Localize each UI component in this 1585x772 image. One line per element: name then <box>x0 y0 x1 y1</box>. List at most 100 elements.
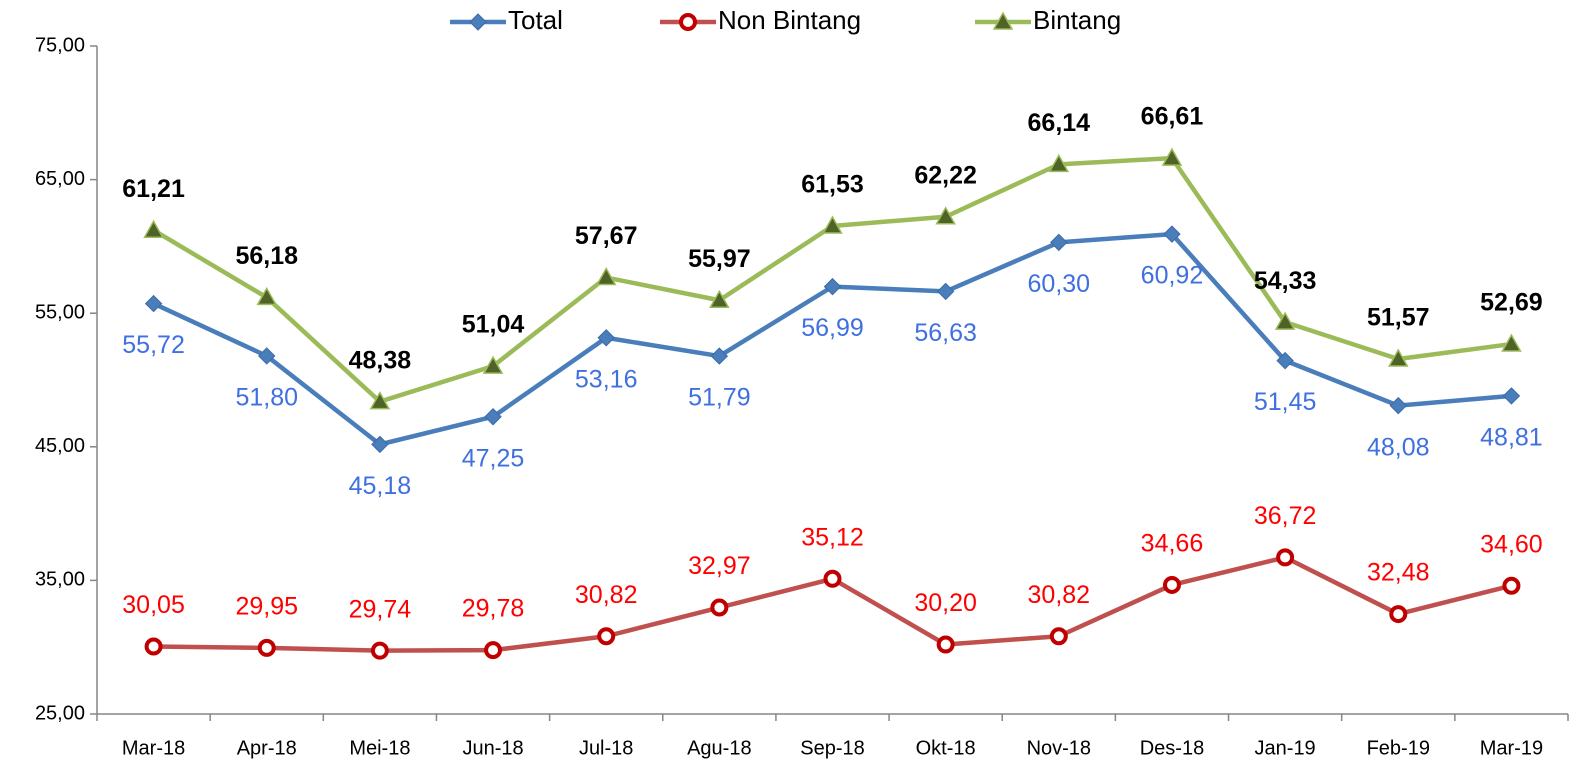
point <box>822 215 843 234</box>
data-label: 55,97 <box>688 245 751 273</box>
x-tick-label: Jul-18 <box>579 737 633 759</box>
legend-marker <box>469 13 487 31</box>
data-label: 48,38 <box>349 346 412 374</box>
data-label: 51,79 <box>688 384 751 412</box>
data-label: 48,08 <box>1367 433 1430 461</box>
point <box>371 435 389 454</box>
y-tick-label: 45,00 <box>35 435 85 457</box>
data-label: 51,04 <box>462 311 525 339</box>
data-label: 53,16 <box>575 365 638 393</box>
data-label: 51,80 <box>235 384 298 412</box>
point <box>143 219 164 238</box>
data-label: 62,22 <box>914 161 977 189</box>
data-label: 45,18 <box>349 472 412 500</box>
point <box>936 282 955 301</box>
data-label: 66,14 <box>1028 109 1091 137</box>
data-label: 56,99 <box>801 314 864 342</box>
data-label: 36,72 <box>1254 502 1317 530</box>
point <box>1274 311 1296 330</box>
data-label: 66,61 <box>1141 103 1204 131</box>
point <box>597 329 615 347</box>
x-tick-label: Jan-19 <box>1255 737 1316 759</box>
data-label: 54,33 <box>1254 267 1317 295</box>
point <box>1162 575 1181 594</box>
point <box>1048 153 1070 173</box>
point <box>256 286 278 306</box>
point <box>1501 333 1522 352</box>
point <box>1389 605 1408 624</box>
data-label: 60,92 <box>1141 262 1204 290</box>
y-tick-label: 25,00 <box>35 702 85 724</box>
point <box>936 635 955 654</box>
point <box>1163 225 1181 243</box>
data-label: 61,53 <box>801 171 864 199</box>
x-tick-label: Mar-18 <box>122 737 185 759</box>
point <box>1161 147 1183 166</box>
data-label: 29,95 <box>235 592 298 620</box>
point <box>595 266 617 286</box>
point <box>1502 387 1521 405</box>
x-tick-label: Jun-18 <box>462 737 523 759</box>
y-tick-label: 35,00 <box>35 569 85 591</box>
point <box>710 347 729 365</box>
point <box>1050 233 1068 252</box>
point <box>482 355 504 374</box>
data-label: 30,20 <box>914 589 977 617</box>
x-tick-label: Sep-18 <box>800 737 865 759</box>
point <box>1502 576 1521 595</box>
legend-marker <box>679 13 697 31</box>
point <box>370 641 389 660</box>
data-label: 61,21 <box>122 175 185 203</box>
point <box>823 277 842 296</box>
x-tick-label: Mar-19 <box>1480 737 1543 759</box>
point <box>935 206 956 225</box>
point <box>144 637 163 656</box>
point <box>1049 627 1068 646</box>
point <box>257 638 276 657</box>
legend-marker <box>992 11 1014 30</box>
legend-label: Non Bintang <box>718 5 861 35</box>
data-label: 35,12 <box>801 523 864 551</box>
point <box>484 641 503 660</box>
y-tick-label: 75,00 <box>35 34 85 56</box>
data-label: 30,82 <box>1028 581 1091 609</box>
data-label: 34,66 <box>1141 530 1204 558</box>
legend-label: Bintang <box>1033 5 1121 35</box>
data-label: 60,30 <box>1028 270 1091 298</box>
legend-label: Total <box>508 5 563 35</box>
data-label: 30,05 <box>122 591 185 619</box>
data-label: 51,57 <box>1367 304 1430 332</box>
y-tick-label: 65,00 <box>35 168 85 190</box>
data-label: 55,72 <box>122 331 185 359</box>
data-label: 51,45 <box>1254 388 1317 416</box>
point <box>1387 348 1409 367</box>
x-tick-label: Agu-18 <box>687 737 752 759</box>
point <box>1276 351 1294 370</box>
x-tick-label: Apr-18 <box>237 737 297 759</box>
data-label: 32,48 <box>1367 559 1430 587</box>
data-label: 32,97 <box>688 552 751 580</box>
point <box>597 627 616 646</box>
x-tick-label: Des-18 <box>1140 737 1204 759</box>
point <box>258 347 276 365</box>
x-tick-label: Feb-19 <box>1367 737 1430 759</box>
point <box>144 294 163 313</box>
point <box>823 569 842 588</box>
data-label: 47,25 <box>462 444 525 472</box>
data-label: 57,67 <box>575 222 638 250</box>
point <box>1276 548 1295 567</box>
point <box>710 598 729 617</box>
data-label: 52,69 <box>1480 289 1543 317</box>
data-label: 56,18 <box>235 242 298 270</box>
point <box>709 289 730 308</box>
y-tick-label: 55,00 <box>35 301 85 323</box>
data-label: 30,82 <box>575 581 638 609</box>
data-label: 34,60 <box>1480 530 1543 558</box>
point <box>369 391 391 410</box>
data-label: 29,74 <box>349 595 412 623</box>
data-label: 56,63 <box>914 319 977 347</box>
data-label: 48,81 <box>1480 424 1543 452</box>
x-tick-label: Mei-18 <box>349 737 410 759</box>
x-tick-label: Nov-18 <box>1027 737 1091 759</box>
